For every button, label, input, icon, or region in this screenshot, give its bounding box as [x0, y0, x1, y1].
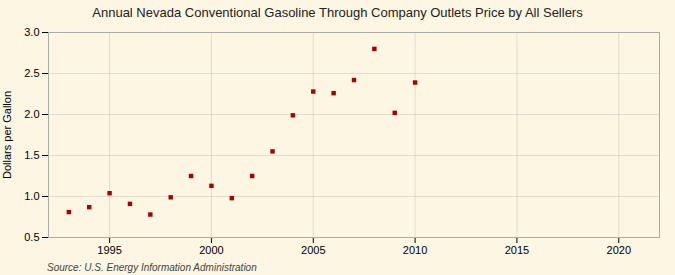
- svg-text:2020: 2020: [607, 244, 631, 256]
- svg-text:1995: 1995: [97, 244, 121, 256]
- svg-text:1.5: 1.5: [24, 149, 39, 161]
- svg-text:2010: 2010: [403, 244, 427, 256]
- svg-text:0.5: 0.5: [24, 231, 39, 243]
- svg-text:2.0: 2.0: [24, 108, 39, 120]
- svg-text:2005: 2005: [301, 244, 325, 256]
- svg-text:Dollars per Gallon: Dollars per Gallon: [1, 91, 13, 179]
- svg-text:2.5: 2.5: [24, 67, 39, 79]
- svg-text:3.0: 3.0: [24, 26, 39, 38]
- svg-text:2000: 2000: [199, 244, 223, 256]
- html-text:Source: U.S. Energy Informatio: Source: U.S. Energy Information Administ…: [47, 262, 257, 273]
- svg-text:2015: 2015: [505, 244, 529, 256]
- svg-text:1.0: 1.0: [24, 190, 39, 202]
- html-text:Annual Nevada Conventional Gas: Annual Nevada Conventional Gasoline Thro…: [92, 5, 583, 20]
